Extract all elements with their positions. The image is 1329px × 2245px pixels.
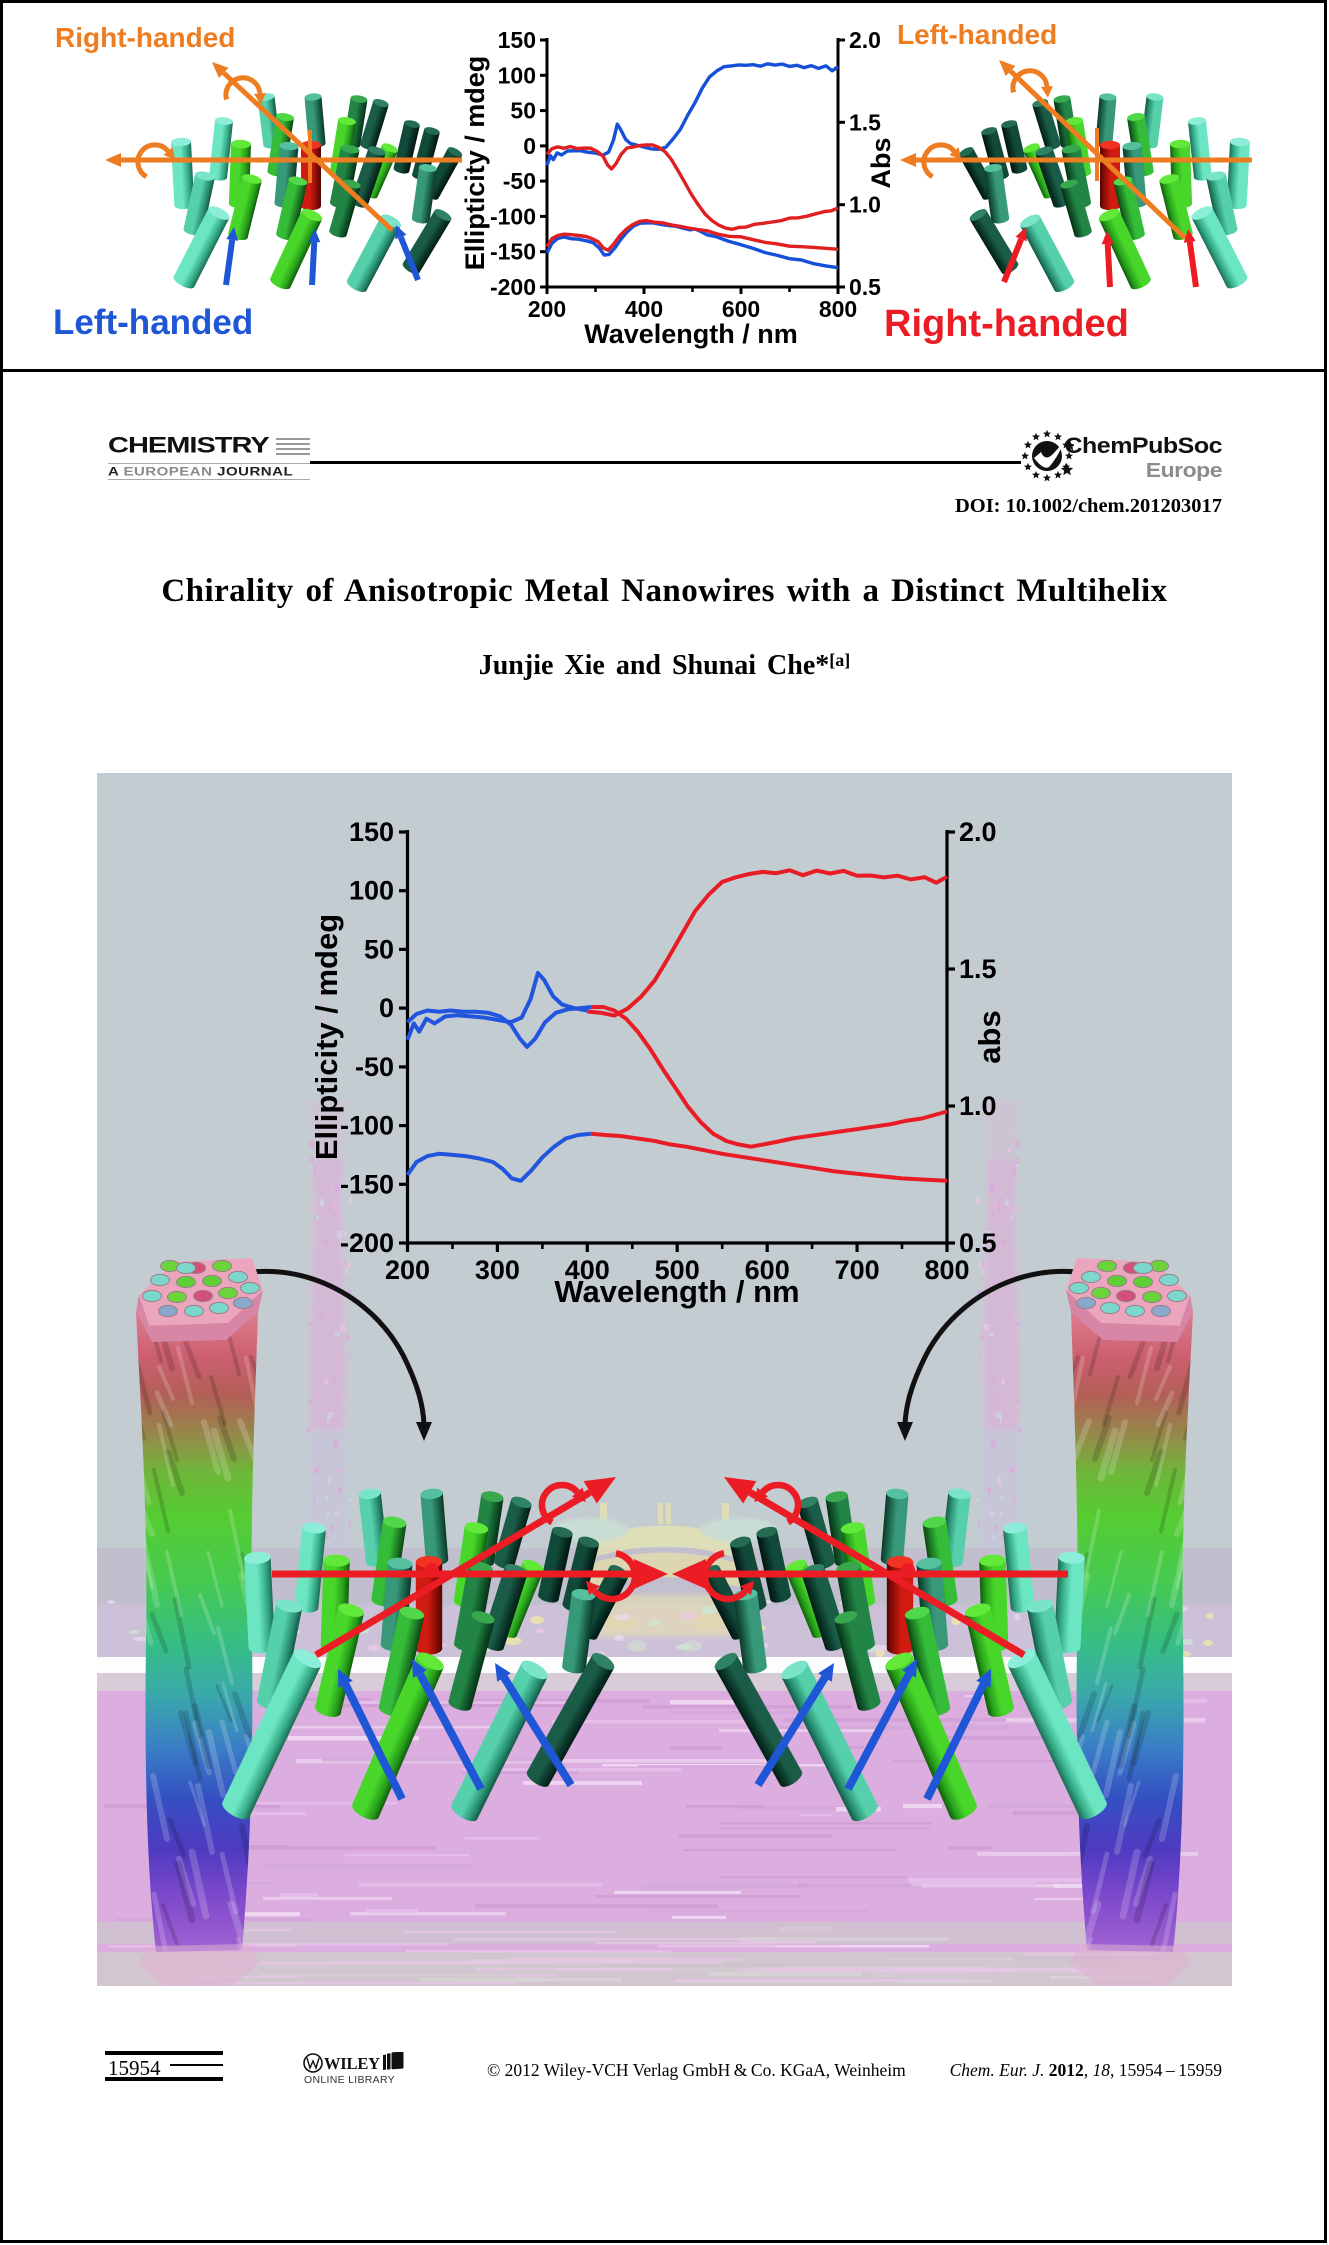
svg-text:100: 100 [498,62,536,88]
svg-text:ONLINE LIBRARY: ONLINE LIBRARY [304,2074,395,2086]
svg-text:-100: -100 [340,1111,394,1141]
svg-text:Ellipticity / mdeg: Ellipticity / mdeg [460,56,490,271]
svg-text:2.0: 2.0 [849,27,881,53]
svg-text:-100: -100 [490,203,536,229]
svg-text:1.5: 1.5 [849,109,881,135]
svg-text:200: 200 [528,296,566,322]
svg-text:800: 800 [819,296,857,322]
svg-text:50: 50 [364,934,394,964]
svg-text:1.5: 1.5 [959,954,997,984]
svg-text:-200: -200 [340,1228,394,1258]
svg-text:200: 200 [385,1255,430,1285]
svg-text:700: 700 [835,1255,880,1285]
svg-text:400: 400 [625,296,663,322]
svg-text:-200: -200 [490,274,536,300]
svg-text:Abs: Abs [866,137,896,188]
svg-text:Ellipticity / mdeg: Ellipticity / mdeg [309,914,344,1160]
svg-text:Left-handed: Left-handed [897,19,1057,50]
svg-text:500: 500 [655,1255,700,1285]
svg-text:Wavelength / nm: Wavelength / nm [584,319,798,349]
svg-text:-50: -50 [355,1052,394,1082]
svg-text:50: 50 [510,98,536,124]
svg-text:800: 800 [924,1255,969,1285]
svg-text:0: 0 [379,993,394,1023]
svg-text:600: 600 [722,296,760,322]
svg-text:-150: -150 [340,1169,394,1199]
svg-text:600: 600 [745,1255,790,1285]
svg-text:300: 300 [475,1255,520,1285]
svg-text:Left-handed: Left-handed [53,303,253,342]
svg-text:0.5: 0.5 [959,1228,997,1258]
svg-text:-50: -50 [503,168,536,194]
svg-text:150: 150 [498,27,536,53]
svg-text:1.0: 1.0 [959,1091,997,1121]
svg-text:400: 400 [565,1255,610,1285]
svg-text:0.5: 0.5 [849,274,881,300]
svg-text:100: 100 [349,876,394,906]
svg-text:abs: abs [972,1010,1007,1063]
svg-text:2.0: 2.0 [959,817,997,847]
svg-text:Right-handed: Right-handed [55,22,235,53]
svg-text:0: 0 [523,133,536,159]
svg-text:WILEY: WILEY [324,2054,380,2073]
svg-text:Wavelength / nm: Wavelength / nm [554,1274,799,1309]
svg-text:150: 150 [349,817,394,847]
svg-text:Right-handed: Right-handed [884,303,1129,345]
svg-text:-150: -150 [490,239,536,265]
svg-text:1.0: 1.0 [849,192,881,218]
